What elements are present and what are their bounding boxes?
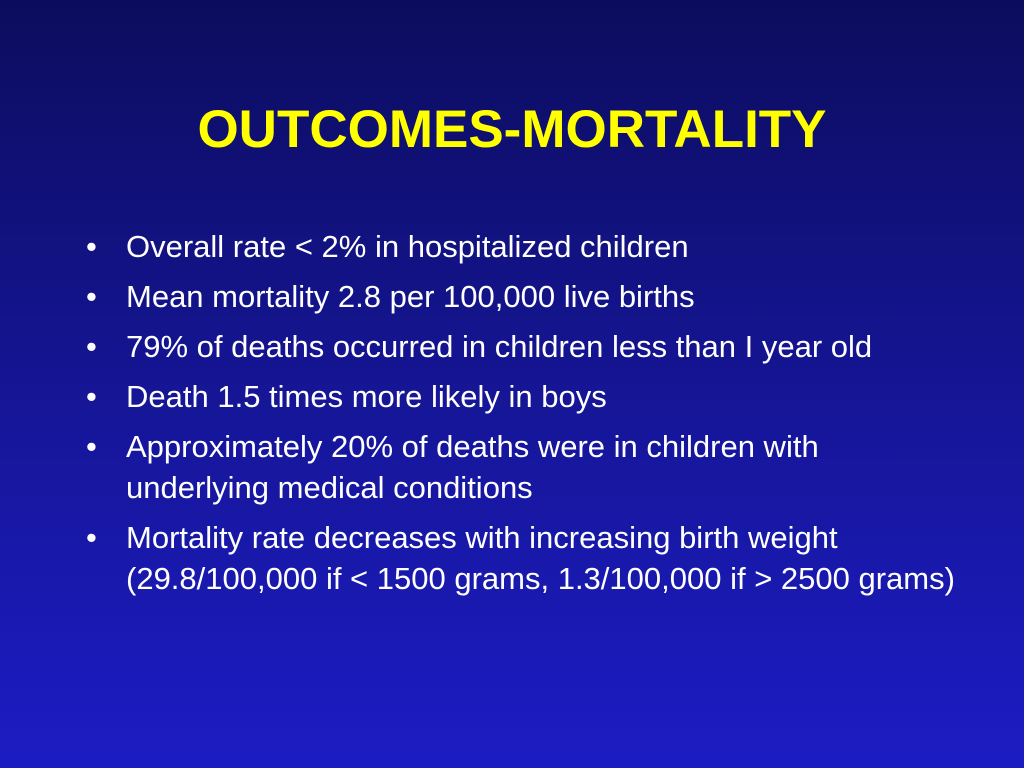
bullet-icon: • bbox=[86, 379, 97, 414]
bullet-item-medical-conditions: • Approximately 20% of deaths were in ch… bbox=[86, 426, 956, 508]
bullet-item-boys: • Death 1.5 times more likely in boys bbox=[86, 376, 956, 417]
bullet-icon: • bbox=[86, 520, 97, 555]
bullet-icon: • bbox=[86, 329, 97, 364]
bullet-item-birth-weight: • Mortality rate decreases with increasi… bbox=[86, 517, 956, 599]
bullet-text: Approximately 20% of deaths were in chil… bbox=[126, 429, 819, 505]
bullet-text: Mean mortality 2.8 per 100,000 live birt… bbox=[126, 279, 695, 314]
bullet-icon: • bbox=[86, 279, 97, 314]
bullet-text: Mortality rate decreases with increasing… bbox=[126, 520, 955, 596]
bullet-icon: • bbox=[86, 229, 97, 264]
bullet-list: • Overall rate < 2% in hospitalized chil… bbox=[86, 226, 956, 608]
bullet-item-mean-mortality: • Mean mortality 2.8 per 100,000 live bi… bbox=[86, 276, 956, 317]
bullet-text: 79% of deaths occurred in children less … bbox=[126, 329, 873, 364]
bullet-text: Overall rate < 2% in hospitalized childr… bbox=[126, 229, 689, 264]
bullet-item-age-deaths: • 79% of deaths occurred in children les… bbox=[86, 326, 956, 367]
slide-title: OUTCOMES-MORTALITY bbox=[197, 100, 827, 159]
bullet-item-overall-rate: • Overall rate < 2% in hospitalized chil… bbox=[86, 226, 956, 267]
bullet-text: Death 1.5 times more likely in boys bbox=[126, 379, 607, 414]
bullet-icon: • bbox=[86, 429, 97, 464]
